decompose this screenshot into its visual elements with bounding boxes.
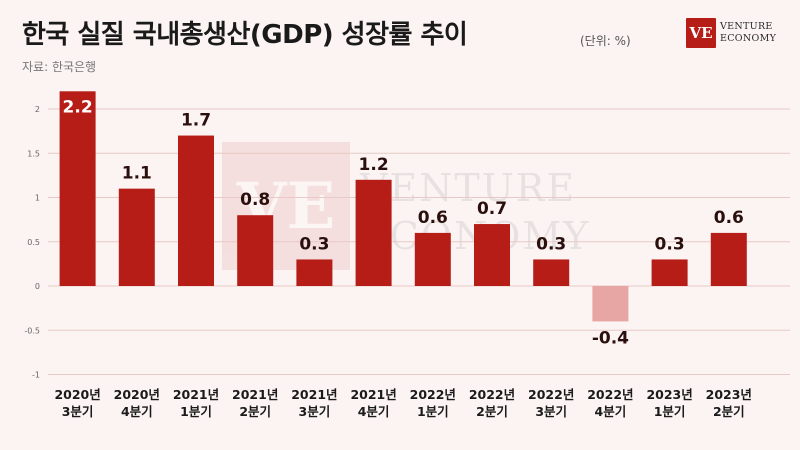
x-tick-label-line: 1분기 xyxy=(416,404,449,419)
x-tick-label-line: 1분기 xyxy=(180,404,212,419)
x-tick-label-line: 4분기 xyxy=(120,404,153,419)
data-label: 1.7 xyxy=(181,111,211,131)
y-tick-label: 1.5 xyxy=(27,149,40,158)
bar xyxy=(178,135,214,286)
x-tick-label-line: 2022년 xyxy=(587,387,634,402)
data-label: 0.3 xyxy=(299,234,329,254)
x-tick-label-line: 2020년 xyxy=(54,387,101,402)
x-tick-label-line: 2분기 xyxy=(476,404,508,419)
bar xyxy=(355,179,392,286)
x-tick-label: 2022년 1분기 xyxy=(403,386,463,420)
logo-text: VENTURE ECONOMY xyxy=(720,21,776,45)
x-tick-label-line: 2022년 xyxy=(468,387,516,402)
data-label: 0.3 xyxy=(655,234,685,254)
x-tick-label-line: 2021년 xyxy=(232,387,279,402)
x-tick-label: 2023년 2분기 xyxy=(699,386,759,420)
gridlines xyxy=(48,108,790,375)
x-tick-label-line: 2022년 xyxy=(528,387,575,402)
bar xyxy=(59,91,96,286)
data-label: 1.1 xyxy=(122,164,152,184)
logo-mark: VE xyxy=(686,18,716,48)
data-label: 0.3 xyxy=(536,234,566,254)
y-tick-label: 2 xyxy=(35,105,40,114)
y-tick-label: 0.5 xyxy=(27,238,40,247)
source-label: 자료: 한국은행 xyxy=(22,60,97,74)
bar xyxy=(533,259,570,286)
x-tick-label-line: 3분기 xyxy=(298,404,331,419)
x-tick-label: 2021년 4분기 xyxy=(344,386,404,420)
x-tick-label: 2021년 2분기 xyxy=(225,386,285,420)
bar xyxy=(414,232,451,286)
data-label: 0.6 xyxy=(418,208,448,228)
x-tick-label-line: 3분기 xyxy=(535,404,568,419)
bar xyxy=(118,188,155,286)
logo-line-2: ECONOMY xyxy=(720,33,777,44)
x-tick-label-line: 2분기 xyxy=(239,404,272,419)
bar xyxy=(710,232,747,286)
chart-title: 한국 실질 국내총생산(GDP) 성장률 추이 xyxy=(22,20,468,50)
x-tick-label-line: 2023년 xyxy=(705,387,752,402)
y-tick-label: -1 xyxy=(32,371,40,380)
x-tick-label-line: 4분기 xyxy=(594,404,627,419)
x-tick-label-line: 2020년 xyxy=(113,387,160,402)
y-tick-label: -0.5 xyxy=(24,326,40,335)
x-tick-label-line: 4분기 xyxy=(357,404,390,419)
bar xyxy=(474,224,510,286)
x-tick-label: 2020년 4분기 xyxy=(107,386,167,420)
venture-economy-logo: VE VENTURE ECONOMY xyxy=(686,18,776,48)
x-tick-label: 2022년 4분기 xyxy=(580,386,640,420)
data-label: 1.2 xyxy=(359,155,389,175)
data-label: 0.6 xyxy=(714,208,744,228)
x-tick-label: 2020년 3분기 xyxy=(48,386,108,420)
x-tick-label: 2021년 3분기 xyxy=(284,386,344,420)
x-tick-label: 2023년 1분기 xyxy=(640,386,700,420)
x-tick-label-line: 2022년 xyxy=(409,387,456,402)
y-axis-ticks: 2 1.5 1 0.5 0 -0.5 -1 xyxy=(24,105,40,380)
data-labels: 2.2 1.1 1.7 0.8 0.3 1.2 0.6 0.7 0.3 -0.4 0.3 0.6 xyxy=(63,97,744,348)
x-tick-label-line: 3분기 xyxy=(61,404,94,419)
x-tick-label-line: 2021년 xyxy=(291,387,338,402)
x-tick-label-line: 2021년 xyxy=(172,387,220,402)
bar xyxy=(651,259,688,286)
unit-label: (단위: %) xyxy=(580,34,631,48)
x-tick-label-line: 2023년 xyxy=(646,387,693,402)
data-label: 0.8 xyxy=(240,190,270,210)
data-label: 0.7 xyxy=(477,199,507,219)
bar xyxy=(296,259,333,286)
bar xyxy=(592,286,629,322)
bars xyxy=(59,91,747,322)
data-label: -0.4 xyxy=(592,328,629,348)
y-tick-label: 1 xyxy=(35,194,40,203)
x-tick-label: 2022년 2분기 xyxy=(462,386,522,420)
y-tick-label: 0 xyxy=(35,282,40,291)
logo-line-1: VENTURE xyxy=(720,21,773,32)
x-tick-label-line: 1분기 xyxy=(653,404,686,419)
x-tick-label-line: 2021년 xyxy=(350,387,397,402)
bar xyxy=(237,215,274,286)
data-label: 2.2 xyxy=(63,97,93,117)
x-tick-label: 2022년 3분기 xyxy=(521,386,581,420)
x-tick-label: 2021년 1분기 xyxy=(166,386,226,420)
x-tick-label-line: 2분기 xyxy=(712,404,745,419)
